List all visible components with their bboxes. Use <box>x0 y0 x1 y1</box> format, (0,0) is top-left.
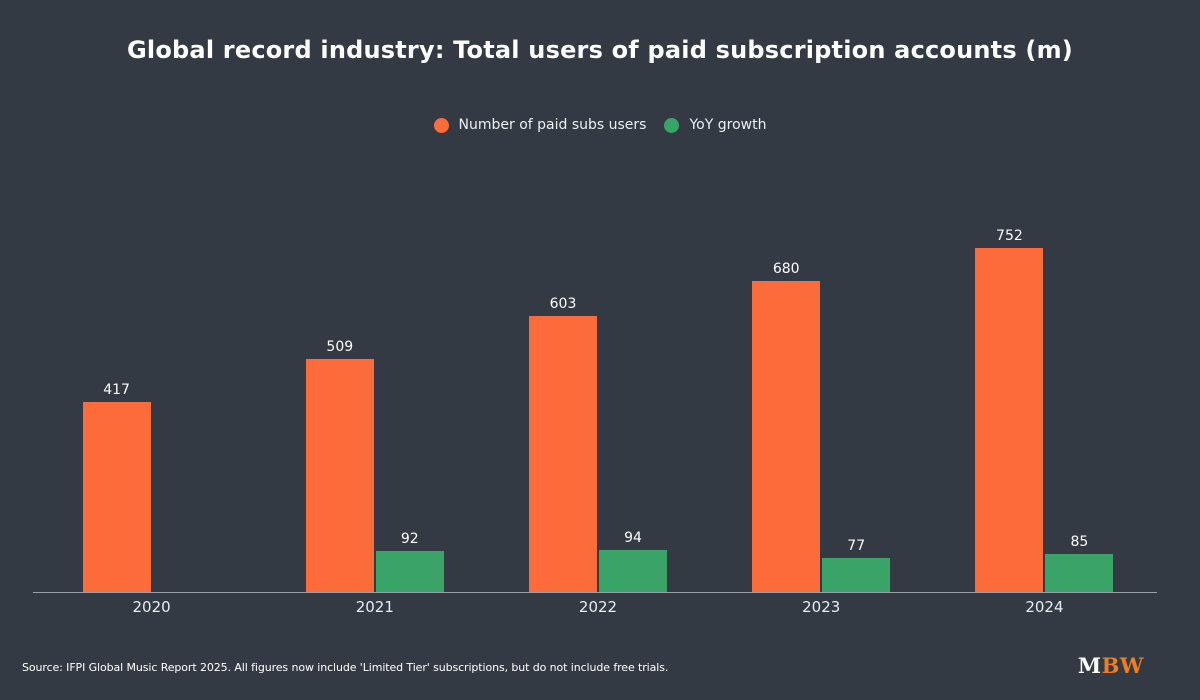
source-note: Source: IFPI Global Music Report 2025. A… <box>22 661 669 674</box>
bar <box>82 402 151 593</box>
bar-value-label: 92 <box>400 531 419 547</box>
legend-item: Number of paid subs users <box>433 117 647 133</box>
bar-col: 417 <box>82 382 151 593</box>
bar <box>599 550 667 593</box>
bar <box>822 558 891 593</box>
bar-value-label: 752 <box>996 228 1023 244</box>
x-axis-labels: 2020 2021 2022 2023 2024 <box>40 598 1156 616</box>
bar-value-label: 509 <box>326 339 354 355</box>
bar-group-2023: 680 77 <box>710 262 933 593</box>
bar-value-label: 603 <box>549 296 577 312</box>
chart-title: Global record industry: Total users of p… <box>127 36 1073 64</box>
x-axis-line <box>33 592 1157 593</box>
x-axis-label: 2020 <box>132 598 171 616</box>
bar-col: 92 <box>375 531 444 593</box>
bar-col: 85 <box>1045 534 1114 593</box>
legend: Number of paid subs users YoY growth <box>0 117 1200 133</box>
x-axis-label: 2023 <box>802 598 841 616</box>
bar-value-label: 94 <box>624 530 642 546</box>
legend-item: YoY growth <box>664 117 766 133</box>
bar <box>529 316 597 593</box>
bar <box>975 248 1044 593</box>
mbw-logo-bw: BW <box>1101 653 1144 678</box>
bar-col: 752 <box>975 228 1044 593</box>
bar-col: 680 <box>752 261 821 593</box>
bar-value-label: 77 <box>847 538 866 554</box>
bar <box>305 359 374 593</box>
bar-col: 77 <box>822 538 891 593</box>
bar-group-2021: 509 92 <box>263 340 486 593</box>
plot-bars: 417 509 92 603 94 680 77 752 85 <box>40 228 1156 593</box>
bar-value-label: 417 <box>103 382 130 398</box>
legend-swatch-icon <box>433 117 449 133</box>
bar-col: 509 <box>305 339 374 593</box>
x-axis-label: 2021 <box>355 598 394 616</box>
mbw-logo-m: M <box>1077 653 1102 678</box>
legend-swatch-icon <box>664 117 680 133</box>
legend-label: YoY growth <box>689 117 767 133</box>
bar <box>1045 554 1114 593</box>
bar-col: 603 <box>529 297 597 593</box>
x-axis-label: 2024 <box>1025 598 1064 616</box>
bar <box>752 281 821 593</box>
bar-group-2024: 752 85 <box>933 229 1156 593</box>
bar-value-label: 85 <box>1070 534 1089 550</box>
bar <box>375 551 444 593</box>
bar-group-2022: 603 94 <box>486 297 709 593</box>
legend-label: Number of paid subs users <box>458 117 647 133</box>
bar-group-2020: 417 <box>40 383 263 593</box>
bar-col: 94 <box>599 531 667 593</box>
mbw-logo: MBW <box>1078 653 1144 678</box>
x-axis-label: 2022 <box>578 598 618 616</box>
bar-value-label: 680 <box>772 261 800 277</box>
